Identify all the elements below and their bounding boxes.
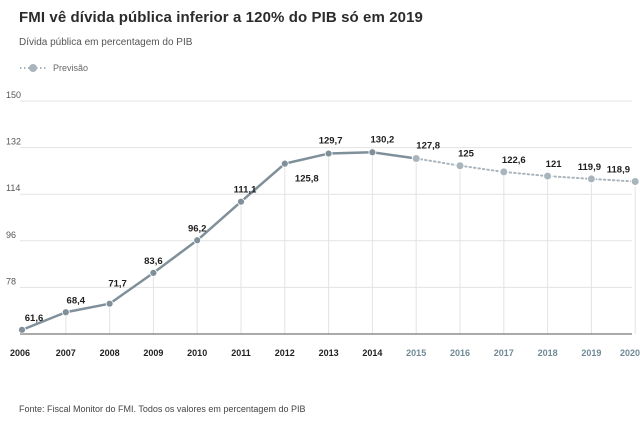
x-tick-label: 2009 xyxy=(143,348,163,358)
data-point xyxy=(411,153,421,163)
data-label: 68,4 xyxy=(67,295,86,306)
data-point xyxy=(368,148,377,157)
x-tick-label: 2008 xyxy=(100,348,120,358)
source-note: Fonte: Fiscal Monitor do FMI. Todos os v… xyxy=(19,404,306,414)
data-point xyxy=(455,161,465,171)
data-point xyxy=(630,177,640,187)
legend-label-forecast: Previsão xyxy=(53,63,89,73)
data-label: 129,7 xyxy=(319,136,343,147)
data-label: 125,8 xyxy=(295,174,319,185)
x-tick-label: 2006 xyxy=(10,348,30,358)
data-point xyxy=(586,174,596,184)
y-tick-label: 96 xyxy=(6,230,16,240)
y-tick-label: 132 xyxy=(6,137,21,147)
series-line-observed xyxy=(21,151,417,332)
data-label: 125 xyxy=(458,149,475,160)
data-point xyxy=(543,171,553,181)
data-label: 119,9 xyxy=(578,162,601,173)
y-tick-label: 114 xyxy=(6,183,20,193)
legend: Previsão xyxy=(19,61,88,75)
data-point xyxy=(499,167,509,177)
data-label: 130,2 xyxy=(371,134,395,145)
x-tick-label: 2014 xyxy=(362,348,382,358)
data-label: 61,6 xyxy=(25,313,44,324)
data-label: 127,8 xyxy=(416,140,440,151)
x-tick-label: 2019 xyxy=(581,348,601,358)
data-point xyxy=(18,325,26,334)
data-point xyxy=(280,159,289,168)
data-label: 83,6 xyxy=(144,256,163,267)
x-tick-label: 2020 xyxy=(620,348,640,358)
x-tick-label: 2015 xyxy=(406,348,426,358)
forecast-legend-icon xyxy=(20,64,46,72)
x-tick-label: 2016 xyxy=(450,348,470,358)
chart-subtitle: Dívida pública em percentagem do PIB xyxy=(19,37,193,48)
chart-title: FMI vê dívida pública inferior a 120% do… xyxy=(19,9,423,26)
data-label: 121 xyxy=(546,159,563,170)
data-label: 71,7 xyxy=(108,279,127,290)
x-tick-label: 2007 xyxy=(56,348,76,358)
data-label: 96,2 xyxy=(188,223,207,234)
x-tick-label: 2017 xyxy=(494,348,514,358)
data-point xyxy=(61,308,70,317)
data-point xyxy=(324,149,333,158)
y-tick-label: 78 xyxy=(6,276,16,286)
data-point xyxy=(105,299,114,308)
data-label: 111,1 xyxy=(234,185,257,196)
x-tick-label: 2018 xyxy=(538,348,558,358)
x-tick-label: 2011 xyxy=(231,348,251,358)
y-tick-label: 150 xyxy=(6,90,21,100)
data-label: 118,9 xyxy=(607,165,630,176)
data-point xyxy=(237,197,245,206)
x-tick-label: 2010 xyxy=(187,348,207,358)
data-point xyxy=(149,269,158,277)
series-line-forecast xyxy=(415,157,637,183)
x-tick-label: 2013 xyxy=(319,348,339,358)
data-point xyxy=(193,236,202,245)
x-tick-label: 2012 xyxy=(275,348,295,358)
data-label: 122,6 xyxy=(502,155,526,166)
